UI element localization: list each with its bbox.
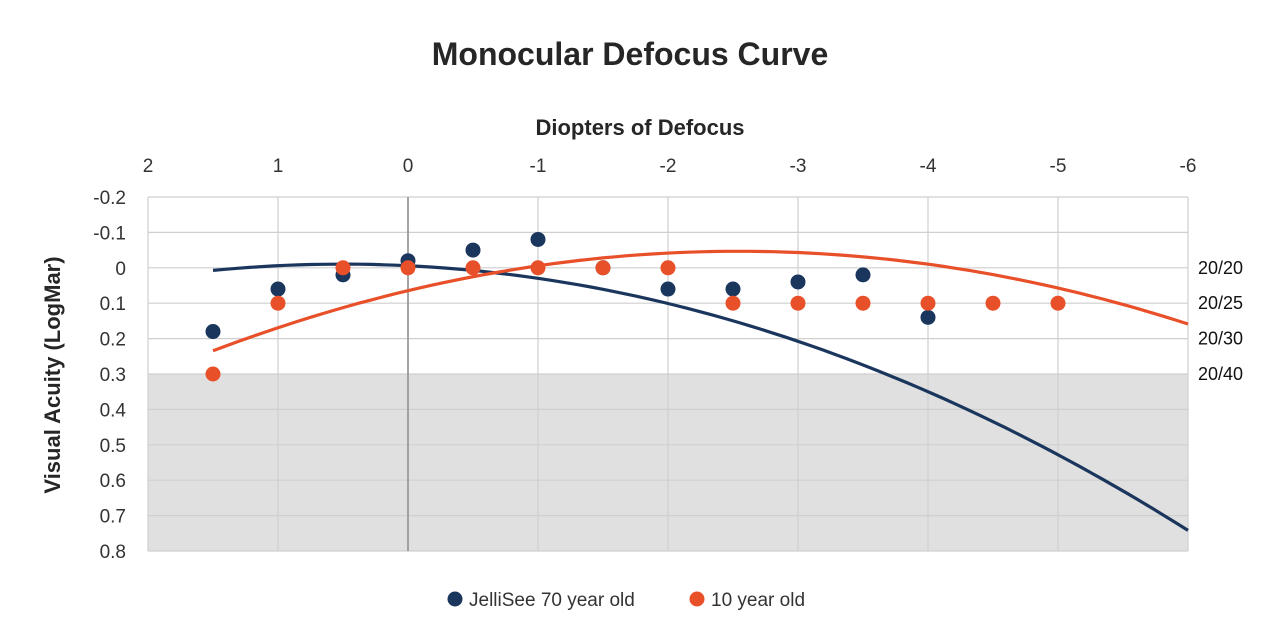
trendline — [212, 262, 1189, 532]
data-point — [595, 260, 611, 276]
legend: JelliSee 70 year old 10 year old — [447, 590, 805, 611]
x-tick-label: 1 — [273, 156, 284, 177]
legend-marker — [689, 591, 705, 607]
x-tick-labels: 2 1 0 -1 -2 -3 -4 -5 -6 — [143, 156, 1197, 177]
trendline — [212, 249, 1189, 353]
data-point — [855, 267, 871, 283]
x-tick-label: -4 — [920, 156, 937, 177]
data-point — [400, 260, 416, 276]
data-point — [790, 295, 806, 311]
data-point — [530, 260, 546, 276]
y-tick-label: 0.1 — [100, 294, 126, 315]
data-point — [725, 281, 741, 297]
x-tick-label: 2 — [143, 156, 154, 177]
data-point — [1050, 295, 1066, 311]
y-tick-label: -0.1 — [93, 223, 126, 244]
data-point — [465, 260, 481, 276]
data-point — [855, 295, 871, 311]
data-point — [790, 274, 806, 290]
data-point — [660, 260, 676, 276]
acuity-labels: 20/20 20/25 20/30 20/40 — [1198, 258, 1243, 384]
data-point — [530, 231, 546, 247]
y-tick-label: 0 — [115, 259, 126, 280]
y-tick-label: 0.4 — [100, 400, 127, 421]
chart-title: Monocular Defocus Curve — [432, 36, 829, 72]
data-point — [920, 295, 936, 311]
acuity-label: 20/30 — [1198, 329, 1243, 349]
trendlines — [212, 249, 1189, 532]
data-point — [985, 295, 1001, 311]
acuity-label: 20/40 — [1198, 364, 1243, 384]
data-point — [205, 366, 221, 382]
y-tick-label: 0.2 — [100, 330, 126, 351]
x-tick-label: -2 — [660, 156, 677, 177]
y-tick-label: 0.7 — [100, 507, 126, 528]
y-tick-label: 0.3 — [100, 365, 126, 386]
data-point — [270, 295, 286, 311]
data-point — [335, 260, 351, 276]
y-tick-label: 0.5 — [100, 436, 126, 457]
x-tick-label: -1 — [530, 156, 547, 177]
data-point — [465, 242, 481, 258]
chart-title-group: Monocular Defocus Curve — [432, 36, 829, 72]
y-tick-label: 0.8 — [100, 542, 126, 563]
data-point — [725, 295, 741, 311]
x-axis-title: Diopters of Defocus — [535, 115, 744, 140]
legend-marker — [447, 591, 463, 607]
y-tick-label: -0.2 — [93, 188, 126, 209]
x-tick-label: 0 — [403, 156, 414, 177]
x-tick-label: -3 — [790, 156, 807, 177]
acuity-label: 20/20 — [1198, 258, 1243, 278]
data-point — [205, 324, 221, 340]
legend-label: JelliSee 70 year old — [469, 590, 635, 611]
legend-label: 10 year old — [711, 590, 805, 611]
data-points — [205, 231, 1066, 382]
grid-lines — [147, 196, 1189, 552]
x-tick-label: -5 — [1050, 156, 1067, 177]
x-tick-label: -6 — [1180, 156, 1197, 177]
y-tick-label: 0.6 — [100, 471, 126, 492]
data-point — [920, 309, 936, 325]
y-tick-labels: -0.2 -0.1 0 0.1 0.2 0.3 0.4 0.5 0.6 0.7 0.8 — [93, 188, 126, 563]
data-point — [660, 281, 676, 297]
data-point — [270, 281, 286, 297]
y-axis-title: Visual Acuity (LogMar) — [40, 256, 65, 493]
acuity-label: 20/25 — [1198, 293, 1243, 313]
